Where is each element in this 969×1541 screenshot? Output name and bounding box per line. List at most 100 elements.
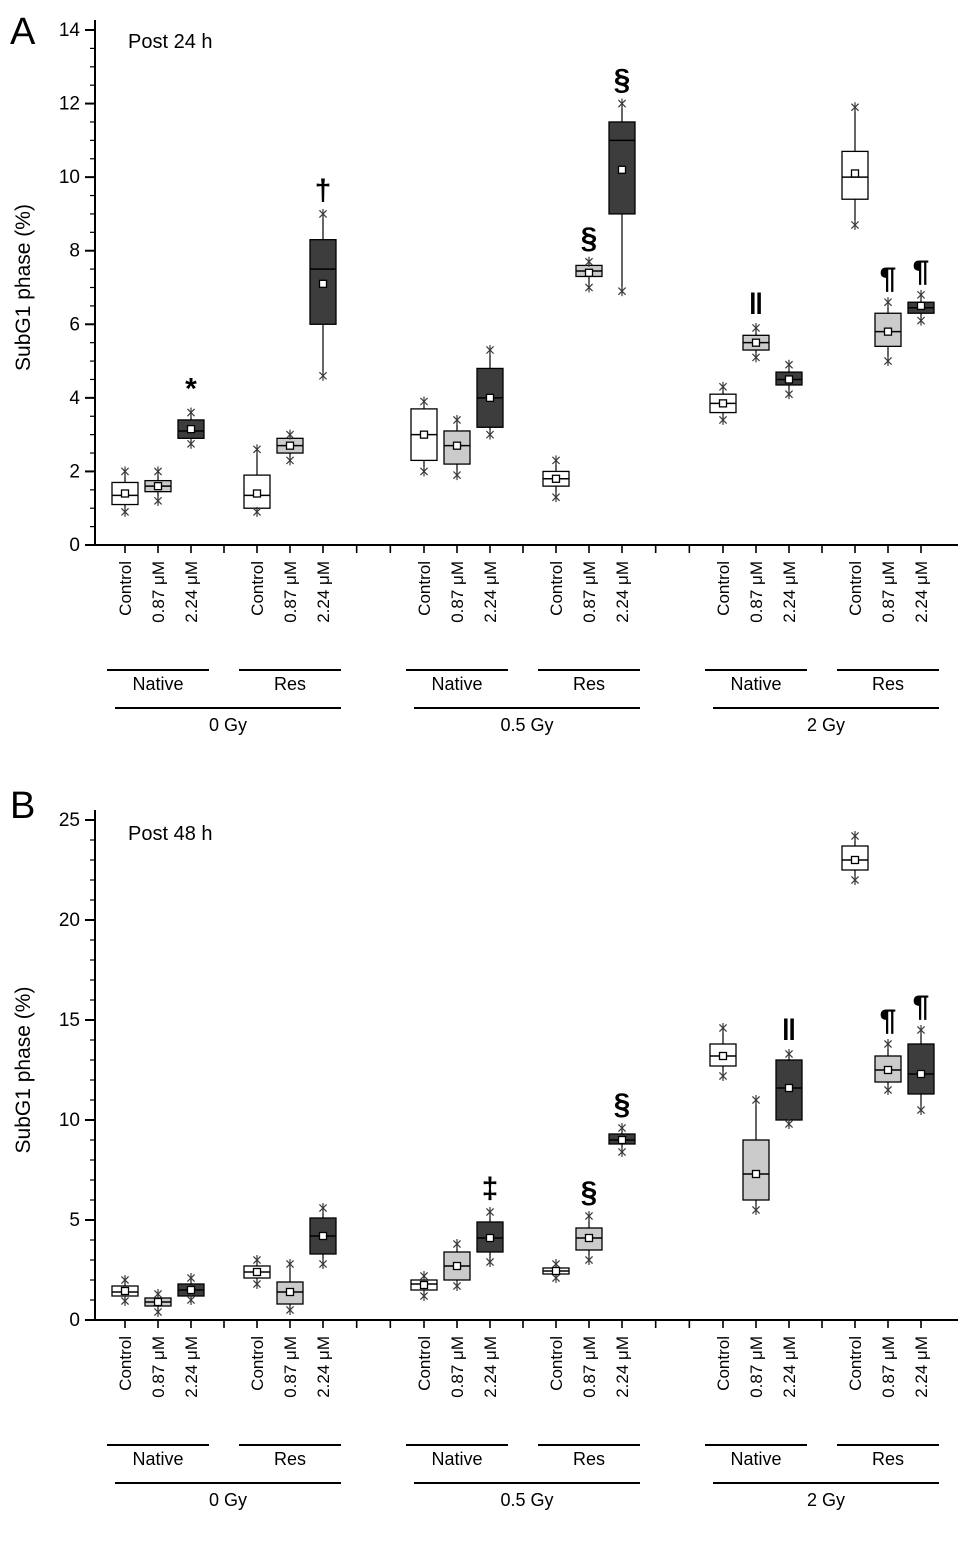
x-category-label: 0.87 μM (879, 561, 898, 623)
mean-marker (452, 441, 462, 450)
whisker-end-marker (718, 1023, 728, 1033)
significance-annotation: ¶ (880, 262, 897, 295)
marker-line (186, 1273, 196, 1283)
mean-marker (153, 481, 163, 491)
y-tick-label: 10 (59, 1110, 80, 1131)
mean-marker (883, 1065, 893, 1075)
mean-marker (784, 1083, 794, 1093)
mean-marker (252, 1267, 262, 1277)
subgroup-label: Res (573, 1449, 605, 1469)
box-plot-0.87-m (276, 1259, 304, 1315)
whisker-end-marker (252, 1279, 262, 1289)
panel-b-chart: B Post 48 h SubG1 phase (%) 0 5 10 15 20 25 ‡ § § ‖ ¶… (10, 785, 958, 1510)
y-tick-label: 5 (69, 1210, 80, 1231)
x-category-label: Control (714, 561, 733, 616)
whisker-end-marker (916, 1025, 926, 1035)
significance-annotation: § (614, 64, 631, 97)
box-plot-2.24-m: ¶ (907, 255, 935, 326)
whisker-end-marker (584, 256, 594, 267)
y-tick-label: 0 (69, 535, 80, 556)
box-plot-control (243, 444, 271, 517)
subgroup-label: Res (573, 674, 605, 694)
box-plot-control (410, 396, 438, 477)
whisker-end-marker (916, 289, 926, 300)
marker-line (252, 1279, 262, 1289)
marker-line (419, 397, 429, 406)
marker-line (850, 831, 860, 841)
x-category-label: 2.24 μM (182, 1336, 201, 1398)
whisker-end-marker (784, 1119, 794, 1129)
subgroup-label: Native (431, 674, 482, 694)
x-category-label: 2.24 μM (182, 561, 201, 623)
x-category-label: Control (248, 561, 267, 616)
box-plot-0.87-m (144, 1289, 172, 1317)
box-plot-control (841, 102, 869, 230)
whisker-end-marker (419, 466, 429, 477)
mean-marker (485, 393, 495, 403)
significance-annotation: * (185, 373, 197, 406)
box-plot-control (709, 381, 737, 425)
whisker-end-marker (419, 1291, 429, 1301)
box-plot-control (709, 1023, 737, 1081)
box-plot-control (542, 1259, 570, 1283)
marker-line (153, 496, 163, 505)
significance-annotation: ‖ (749, 288, 764, 321)
subgroup-label: Native (132, 1449, 183, 1469)
marker-line (784, 390, 794, 399)
whisker-end-marker (285, 455, 295, 466)
x-category-label: Control (846, 1336, 865, 1391)
panel-label: B (10, 785, 35, 827)
box-plot-0.87-m (443, 1239, 471, 1291)
x-category-label: Control (415, 561, 434, 616)
box-plot-0.87-m: ¶ (874, 262, 902, 367)
mean-marker (186, 1285, 196, 1295)
whisker-end-marker (120, 506, 130, 517)
mean-marker (751, 338, 761, 347)
y-axis-label: SubG1 phase (%) (12, 204, 35, 371)
whisker-end-marker (120, 466, 130, 477)
mean-marker (120, 1286, 130, 1296)
whisker-end-marker (318, 208, 328, 219)
whisker-end-marker (186, 407, 196, 418)
x-category-label: 0.87 μM (879, 1336, 898, 1398)
x-category-label: 2.24 μM (613, 1336, 632, 1398)
mean-marker (419, 1280, 429, 1290)
significance-annotation: ¶ (913, 255, 930, 288)
whisker-end-marker (551, 455, 561, 466)
marker-line (186, 1295, 196, 1305)
marker-line (883, 357, 893, 366)
whisker-end-marker (186, 1273, 196, 1283)
box-plot-0.87-m: ¶ (874, 1004, 902, 1095)
box-plot-2.24-m (177, 1273, 205, 1305)
mean-marker (784, 375, 794, 384)
marker-line (285, 1305, 295, 1315)
whisker-end-marker (883, 356, 893, 367)
box-plot-control (111, 1275, 139, 1306)
iqr-box (309, 239, 337, 325)
x-category-label: 2.24 μM (481, 561, 500, 623)
marker-line (285, 430, 295, 439)
whisker-end-marker (318, 370, 328, 381)
y-tick-label: 25 (59, 810, 80, 831)
whisker-end-marker (186, 1295, 196, 1305)
whisker-end-marker (485, 1207, 495, 1217)
whisker-end-marker (751, 352, 761, 363)
x-category-label: Control (116, 1336, 135, 1391)
marker-line (916, 1025, 926, 1035)
mean-marker (285, 1287, 295, 1297)
box-plot-0.87-m (443, 414, 471, 481)
whisker-end-marker (153, 466, 163, 477)
y-tick-label: 0 (69, 1310, 80, 1331)
mean-marker (718, 1051, 728, 1061)
whisker-end-marker (485, 345, 495, 356)
y-tick-label: 15 (59, 1010, 80, 1031)
mean-marker (186, 424, 196, 434)
x-category-label: 0.87 μM (747, 561, 766, 623)
marker-line (551, 1273, 561, 1283)
marker-line (452, 1281, 462, 1291)
marker-line (285, 1259, 295, 1269)
mean-marker (419, 430, 429, 439)
mean-marker (850, 855, 860, 865)
marker-line (617, 1123, 627, 1133)
whisker-end-marker (285, 1305, 295, 1315)
